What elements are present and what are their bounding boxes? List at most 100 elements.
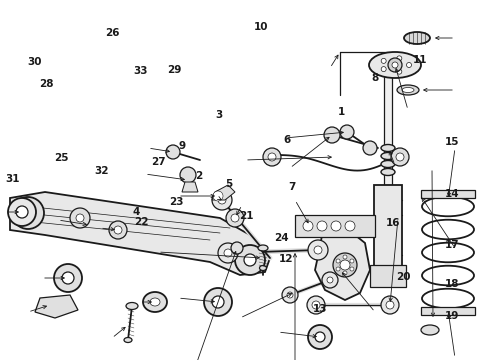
Circle shape <box>12 197 44 229</box>
Ellipse shape <box>420 325 438 335</box>
Bar <box>420 307 474 315</box>
Text: 21: 21 <box>239 211 254 221</box>
Text: 28: 28 <box>39 78 54 89</box>
Ellipse shape <box>380 168 394 175</box>
Text: 24: 24 <box>273 233 288 243</box>
Text: 20: 20 <box>395 272 410 282</box>
Circle shape <box>180 167 196 183</box>
Circle shape <box>395 153 403 161</box>
Text: 25: 25 <box>54 153 68 163</box>
Circle shape <box>387 58 401 72</box>
Circle shape <box>330 221 340 231</box>
Circle shape <box>321 272 337 288</box>
Circle shape <box>225 209 244 227</box>
Circle shape <box>76 214 84 222</box>
Ellipse shape <box>258 245 267 251</box>
Circle shape <box>332 253 356 277</box>
Circle shape <box>349 267 353 271</box>
Polygon shape <box>10 192 269 275</box>
Circle shape <box>212 296 224 308</box>
Ellipse shape <box>368 52 420 78</box>
Text: 8: 8 <box>371 73 378 84</box>
Text: 13: 13 <box>312 304 327 314</box>
Ellipse shape <box>259 266 266 270</box>
Circle shape <box>380 58 386 63</box>
Circle shape <box>218 243 238 263</box>
Ellipse shape <box>126 302 138 310</box>
Circle shape <box>342 271 346 275</box>
Polygon shape <box>212 185 235 200</box>
Bar <box>420 190 474 198</box>
Circle shape <box>203 288 231 316</box>
Text: 15: 15 <box>444 137 459 147</box>
Circle shape <box>62 272 74 284</box>
Text: 11: 11 <box>412 55 427 66</box>
Ellipse shape <box>150 298 160 306</box>
Circle shape <box>230 242 243 254</box>
Ellipse shape <box>124 338 132 342</box>
Text: 16: 16 <box>386 218 400 228</box>
Polygon shape <box>35 295 78 318</box>
Circle shape <box>349 259 353 263</box>
Circle shape <box>230 214 239 222</box>
Circle shape <box>342 255 346 259</box>
Text: 19: 19 <box>444 311 458 321</box>
Circle shape <box>396 69 401 74</box>
Text: 23: 23 <box>168 197 183 207</box>
Text: 17: 17 <box>444 240 459 250</box>
Circle shape <box>339 125 353 139</box>
Circle shape <box>311 301 319 309</box>
Circle shape <box>212 190 231 210</box>
Bar <box>369 265 405 287</box>
Circle shape <box>213 191 223 201</box>
Circle shape <box>21 206 35 220</box>
Bar <box>294 215 374 237</box>
Ellipse shape <box>380 153 394 159</box>
Circle shape <box>396 56 401 61</box>
Circle shape <box>286 292 292 298</box>
Text: 10: 10 <box>254 22 268 32</box>
Text: 29: 29 <box>167 65 181 75</box>
Circle shape <box>244 254 256 266</box>
Bar <box>383 60 391 200</box>
Circle shape <box>267 153 275 161</box>
Polygon shape <box>182 182 198 192</box>
Ellipse shape <box>380 144 394 152</box>
Text: 1: 1 <box>337 107 344 117</box>
Polygon shape <box>314 227 369 300</box>
Circle shape <box>282 287 297 303</box>
Text: 5: 5 <box>224 179 232 189</box>
Bar <box>373 185 401 280</box>
Circle shape <box>218 196 225 204</box>
Circle shape <box>303 221 312 231</box>
Text: 3: 3 <box>215 110 222 120</box>
Circle shape <box>8 198 36 226</box>
Circle shape <box>54 264 82 292</box>
Circle shape <box>345 221 354 231</box>
Circle shape <box>335 267 339 271</box>
Circle shape <box>362 141 376 155</box>
Circle shape <box>165 145 180 159</box>
Text: 7: 7 <box>288 182 295 192</box>
Circle shape <box>335 259 339 263</box>
Circle shape <box>16 206 28 218</box>
Ellipse shape <box>403 32 429 44</box>
Circle shape <box>380 296 398 314</box>
Circle shape <box>70 208 90 228</box>
Ellipse shape <box>142 292 167 312</box>
Circle shape <box>339 260 349 270</box>
Text: 6: 6 <box>283 135 290 145</box>
Text: 4: 4 <box>132 207 139 217</box>
Circle shape <box>263 148 281 166</box>
Text: 32: 32 <box>94 166 109 176</box>
Ellipse shape <box>380 161 394 167</box>
Circle shape <box>385 301 393 309</box>
Circle shape <box>390 148 408 166</box>
Circle shape <box>307 240 327 260</box>
Circle shape <box>306 296 325 314</box>
Circle shape <box>391 62 397 68</box>
Circle shape <box>109 221 127 239</box>
Circle shape <box>224 249 231 257</box>
Circle shape <box>316 221 326 231</box>
Circle shape <box>406 63 411 68</box>
